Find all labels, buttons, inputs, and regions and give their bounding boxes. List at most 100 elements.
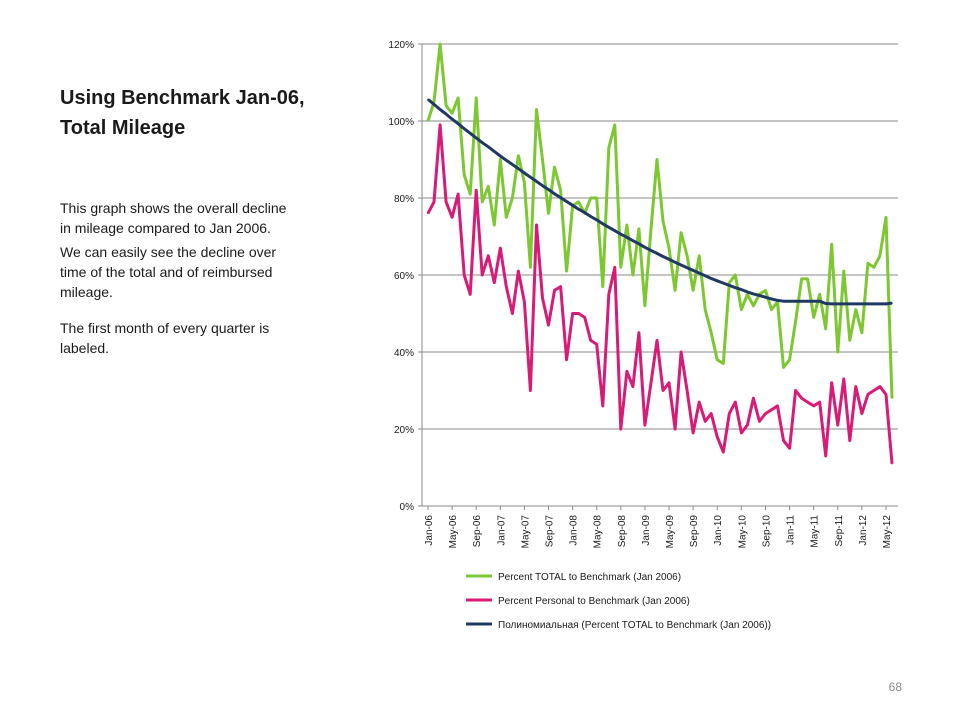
series-2-point xyxy=(752,397,755,400)
series-3-point xyxy=(433,103,435,106)
series-2-point xyxy=(830,382,833,384)
series-3-point xyxy=(523,172,526,174)
series-3-point xyxy=(565,200,568,203)
series-2-point xyxy=(728,412,731,415)
series-2-point xyxy=(457,193,459,195)
series-2-point xyxy=(770,409,773,411)
x-tick-label: Jan-12 xyxy=(858,515,869,546)
x-tick-label: Jan-10 xyxy=(713,515,724,546)
series-1-point xyxy=(614,124,616,126)
series-3-point xyxy=(746,291,749,293)
body-paragraph-3: The first month of every quarter is labe… xyxy=(60,320,270,356)
series-3-point xyxy=(891,302,893,304)
series-3-point xyxy=(439,108,441,111)
series-2-point xyxy=(475,189,478,192)
y-tick-label: 20% xyxy=(394,425,414,436)
series-3-point xyxy=(505,159,508,162)
series-1-point xyxy=(800,278,803,280)
series-3-point xyxy=(571,204,574,207)
series-2-point xyxy=(710,412,712,415)
series-1-point xyxy=(620,266,622,269)
series-1-point xyxy=(650,228,652,230)
series-1-point xyxy=(481,201,484,203)
series-3-point xyxy=(493,150,496,153)
series-1-point xyxy=(764,289,767,292)
series-2-point xyxy=(577,312,580,315)
series-1-point xyxy=(457,97,459,99)
series-1-point xyxy=(529,266,532,269)
series-2-point xyxy=(662,389,664,392)
series-2-point xyxy=(674,428,676,430)
series-2-point xyxy=(626,370,628,373)
y-tick-label: 0% xyxy=(400,502,415,513)
slide-body-text: This graph shows the overall decline in … xyxy=(60,198,290,362)
series-3-point xyxy=(559,196,562,199)
x-tick-label: May-07 xyxy=(520,515,531,549)
series-3-point xyxy=(782,300,785,303)
series-3-point xyxy=(843,303,845,305)
series-3-point xyxy=(481,141,484,144)
series-2-point xyxy=(553,289,556,292)
series-1-point xyxy=(752,305,755,307)
series-3-point xyxy=(800,300,803,303)
series-2-point xyxy=(571,312,574,315)
series-1-point xyxy=(445,104,447,107)
series-1-point xyxy=(505,216,508,219)
series-1-point xyxy=(589,197,592,199)
series-2-point xyxy=(824,455,827,457)
legend-label-2: Percent Personal to Benchmark (Jan 2006) xyxy=(498,596,690,607)
x-tick-label: Sep-06 xyxy=(472,515,483,548)
series-2-point xyxy=(644,424,646,426)
series-3-point xyxy=(855,303,857,305)
series-2-point xyxy=(861,412,863,415)
slide-title: Using Benchmark Jan-06, Total Mileage xyxy=(60,83,360,143)
series-1-point xyxy=(602,285,604,288)
series-3-point xyxy=(644,246,646,249)
series-2-point xyxy=(481,274,484,276)
series-2-point xyxy=(620,428,622,430)
series-1-point xyxy=(656,158,658,161)
x-tick-label: Jan-09 xyxy=(641,515,652,546)
series-2-point xyxy=(451,216,453,219)
series-2-point xyxy=(517,270,520,272)
series-1-point xyxy=(644,305,646,307)
series-3-point xyxy=(511,163,514,166)
series-3-point xyxy=(457,122,459,125)
series-1-point xyxy=(837,351,839,353)
x-tick-label: Sep-08 xyxy=(617,515,628,548)
x-tick-label: Jan-07 xyxy=(496,515,507,546)
series-1-point xyxy=(812,316,815,319)
series-1-point xyxy=(451,112,453,115)
series-3-point xyxy=(499,155,502,157)
series-2-point xyxy=(523,301,526,303)
series-3-point xyxy=(849,303,851,305)
series-1-point xyxy=(728,281,731,284)
legend-label-3: Полиномиальная (Percent TOTAL to Benchma… xyxy=(498,620,771,631)
series-2-point xyxy=(788,447,791,450)
series-3-point xyxy=(879,303,881,305)
series-2-point xyxy=(704,420,706,423)
series-3-point xyxy=(626,236,628,239)
series-2-point xyxy=(873,389,875,392)
series-2-point xyxy=(427,212,429,215)
series-1-point xyxy=(475,97,478,99)
series-1-point xyxy=(674,289,676,292)
chart-axes: 0% 20% 40% 60% 80% 100% 120% Jan-06 May-06 Sep-06… xyxy=(388,40,898,548)
series-1-point xyxy=(867,262,869,265)
x-tick-label: Jan-06 xyxy=(424,515,435,546)
series-3-point xyxy=(541,184,544,187)
series-3-point xyxy=(867,303,869,305)
series-2-point xyxy=(565,358,568,361)
chart-gridlines xyxy=(422,43,898,430)
chart-legend: Percent TOTAL to Benchmark (Jan 2006) Per… xyxy=(466,572,771,631)
series-1-point xyxy=(849,339,851,342)
series-1-point xyxy=(680,231,682,234)
series-1-point xyxy=(734,274,737,276)
series-3-point xyxy=(818,300,821,303)
series-2-point xyxy=(776,405,779,407)
x-tick-label: May-11 xyxy=(810,515,821,548)
series-1-point xyxy=(662,220,664,222)
legend-label-1: Percent TOTAL to Benchmark (Jan 2006) xyxy=(498,572,681,583)
x-tick-label: Jan-08 xyxy=(569,515,580,546)
x-tick-label: May-10 xyxy=(737,515,748,549)
